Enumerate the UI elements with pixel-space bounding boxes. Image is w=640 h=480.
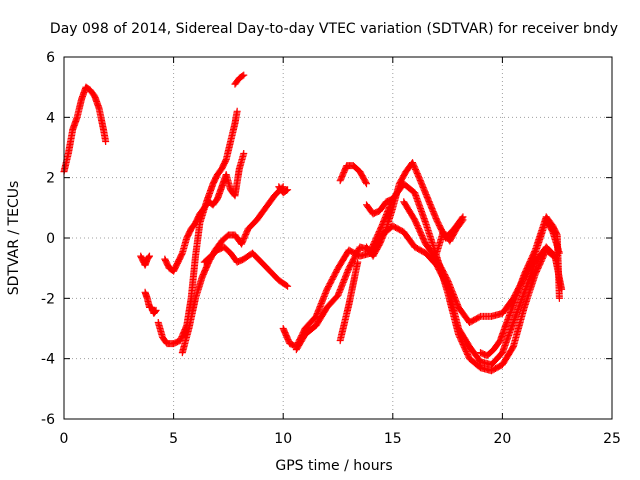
x-axis-label: GPS time / hours bbox=[275, 458, 392, 474]
series-arc-2 bbox=[137, 252, 153, 269]
data-point bbox=[555, 294, 563, 302]
data-point bbox=[387, 195, 395, 203]
data-point bbox=[284, 282, 292, 290]
series-arc-7 bbox=[200, 243, 292, 290]
y-tick-label: -6 bbox=[41, 412, 55, 428]
plot-frame bbox=[63, 56, 613, 420]
series-arc-18 bbox=[476, 213, 563, 360]
y-tick-label: 6 bbox=[46, 50, 55, 66]
series-arc-3 bbox=[141, 288, 160, 317]
data-point bbox=[145, 252, 153, 260]
y-tick-label: -2 bbox=[41, 291, 55, 307]
tick-labels: 0 5 10 15 20 25 -6 -4 -2 0 2 4 6 bbox=[41, 50, 621, 447]
data-point bbox=[389, 195, 397, 203]
data-point bbox=[102, 137, 110, 145]
data-point bbox=[240, 71, 248, 79]
y-tick-label: 2 bbox=[46, 171, 55, 187]
series-arc-1 bbox=[60, 83, 110, 176]
x-tick-label: 10 bbox=[274, 431, 292, 447]
y-axis-label: SDTVAR / TECUs bbox=[6, 181, 22, 296]
series-arc-5 bbox=[161, 150, 248, 275]
series-arc-11 bbox=[292, 180, 561, 375]
data-point bbox=[362, 180, 370, 188]
x-tick-label: 0 bbox=[60, 431, 69, 447]
series-arc-4 bbox=[154, 107, 241, 348]
data-point bbox=[475, 313, 483, 321]
series-arc-12 bbox=[336, 258, 362, 345]
data-points bbox=[60, 71, 566, 375]
series-arc-8 bbox=[231, 71, 248, 88]
data-point bbox=[233, 107, 241, 115]
y-tick-label: -4 bbox=[41, 352, 55, 368]
data-point bbox=[145, 253, 153, 261]
series-arc-17 bbox=[433, 216, 467, 257]
chart-title: Day 098 of 2014, Sidereal Day-to-day VTE… bbox=[50, 21, 618, 37]
data-point bbox=[458, 217, 466, 225]
grid-lines bbox=[64, 57, 612, 419]
data-point bbox=[152, 306, 160, 314]
series-arc-15 bbox=[362, 195, 397, 218]
data-point bbox=[354, 258, 362, 266]
data-point bbox=[282, 281, 290, 289]
data-point bbox=[362, 178, 370, 186]
x-tick-label: 15 bbox=[384, 431, 402, 447]
x-tick-label: 5 bbox=[169, 431, 178, 447]
series-arc-13 bbox=[336, 162, 370, 188]
x-tick-label: 25 bbox=[603, 431, 621, 447]
axis-ticks bbox=[63, 56, 613, 420]
data-point bbox=[239, 72, 247, 80]
data-point bbox=[240, 150, 248, 158]
y-tick-label: 4 bbox=[46, 110, 55, 126]
data-point bbox=[282, 186, 290, 194]
x-tick-label: 20 bbox=[493, 431, 511, 447]
data-point bbox=[284, 186, 292, 194]
y-tick-label: 0 bbox=[46, 231, 55, 247]
series-arc-9 bbox=[275, 183, 292, 197]
data-point bbox=[459, 216, 467, 224]
data-point bbox=[151, 307, 159, 315]
